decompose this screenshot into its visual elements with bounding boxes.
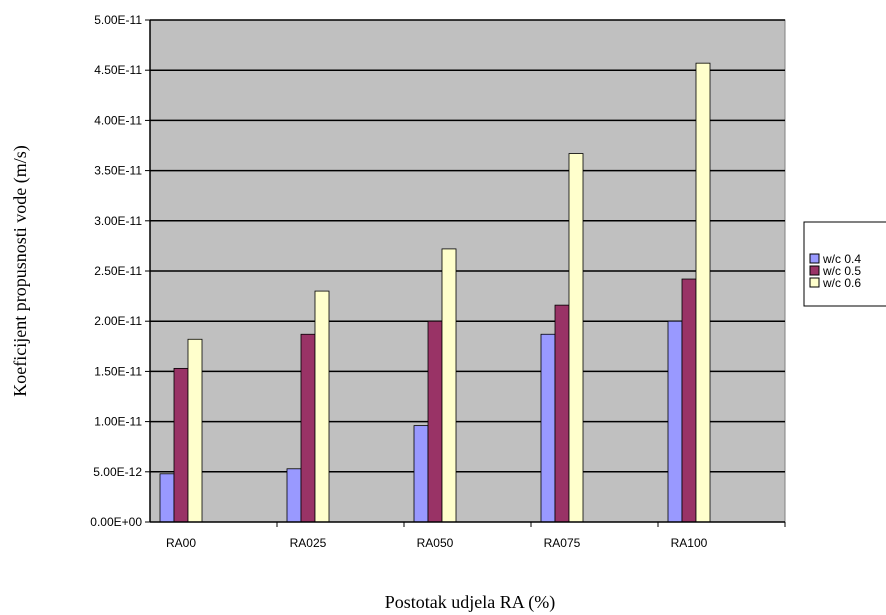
bar-ra100-series-2 xyxy=(695,62,711,523)
bar-ra100-series-1 xyxy=(681,278,697,523)
bar-ra00-series-2 xyxy=(187,338,203,523)
bar-ra050-series-1 xyxy=(427,320,443,523)
bars xyxy=(159,62,711,523)
y-ticks: 0.00E+00 5.00E-12 1.00E-11 1.50E-11 2.00E-11… xyxy=(90,13,150,529)
y-tick-label-9: 4.50E-11 xyxy=(94,63,142,77)
y-tick-label-6: 3.00E-11 xyxy=(94,214,142,228)
bar-ra050-series-0 xyxy=(413,425,429,523)
legend: w/c 0.4 w/c 0.5 w/c 0.6 xyxy=(803,221,886,307)
x-tick-label-0: RA00 xyxy=(166,536,196,550)
y-tick-label-7: 3.50E-11 xyxy=(94,164,142,178)
y-tick-label-2: 1.00E-11 xyxy=(94,415,142,429)
bar-ra00-series-0 xyxy=(159,473,175,523)
legend-label-2: w/c 0.6 xyxy=(822,276,861,290)
bar-ra075-series-1 xyxy=(554,304,570,523)
x-tick-label-3: RA075 xyxy=(544,536,581,550)
x-tick-label-1: RA025 xyxy=(290,536,327,550)
legend-swatch-1 xyxy=(809,265,820,276)
legend-label-0: w/c 0.4 xyxy=(822,252,861,266)
y-tick-label-1: 5.00E-12 xyxy=(93,465,142,479)
x-ticks: RA00 RA025 RA050 RA075 RA100 xyxy=(166,522,786,550)
bar-ra075-series-2 xyxy=(568,153,584,523)
bar-ra100-series-0 xyxy=(667,320,683,523)
bar-ra025-series-0 xyxy=(286,468,302,523)
legend-label-1: w/c 0.5 xyxy=(822,264,861,278)
y-tick-label-10: 5.00E-11 xyxy=(94,13,142,27)
legend-box xyxy=(803,221,886,307)
legend-swatch-2 xyxy=(809,277,820,288)
y-axis-title: Koeficijent propusnosti vode (m/s) xyxy=(10,145,31,396)
y-tick-label-5: 2.50E-11 xyxy=(94,264,142,278)
bar-ra025-series-2 xyxy=(314,290,330,523)
x-tick-label-2: RA050 xyxy=(417,536,454,550)
y-tick-label-3: 1.50E-11 xyxy=(94,364,142,378)
bar-ra075-series-0 xyxy=(540,333,556,523)
bar-ra050-series-2 xyxy=(441,248,457,523)
x-axis-title: Postotak udjela RA (%) xyxy=(385,592,555,613)
y-tick-label-4: 2.00E-11 xyxy=(94,314,142,328)
legend-swatch-0 xyxy=(809,253,820,264)
x-tick-label-4: RA100 xyxy=(671,536,708,550)
y-tick-label-8: 4.00E-11 xyxy=(94,113,142,127)
bar-ra025-series-1 xyxy=(300,333,316,523)
bar-ra00-series-1 xyxy=(173,367,189,523)
y-tick-label-0: 0.00E+00 xyxy=(90,515,142,529)
